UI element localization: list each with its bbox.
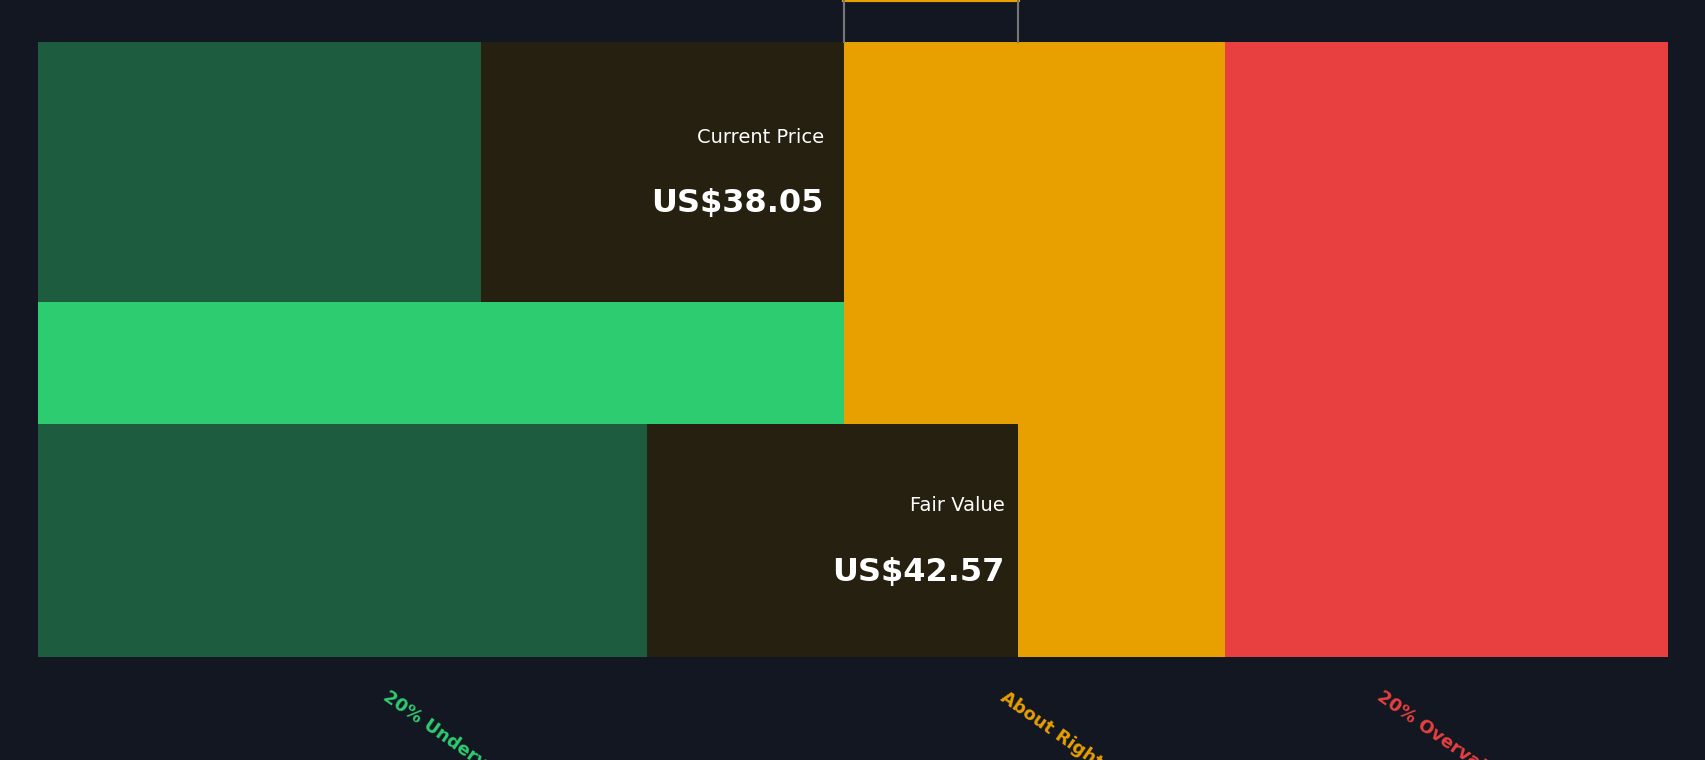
Text: 20% Undervalued: 20% Undervalued — [380, 688, 535, 760]
Bar — [481, 42, 844, 302]
Text: US$42.57: US$42.57 — [832, 557, 1004, 588]
Bar — [38, 424, 844, 657]
Text: 20% Overvalued: 20% Overvalued — [1373, 688, 1519, 760]
Text: About Right: About Right — [997, 688, 1105, 760]
Text: Current Price: Current Price — [696, 128, 824, 147]
Bar — [38, 42, 844, 302]
Bar — [844, 42, 1224, 657]
Text: Fair Value: Fair Value — [909, 496, 1004, 515]
Bar — [646, 424, 1018, 657]
Text: US$38.05: US$38.05 — [651, 188, 824, 219]
Bar — [1224, 42, 1667, 657]
Bar — [38, 42, 844, 657]
